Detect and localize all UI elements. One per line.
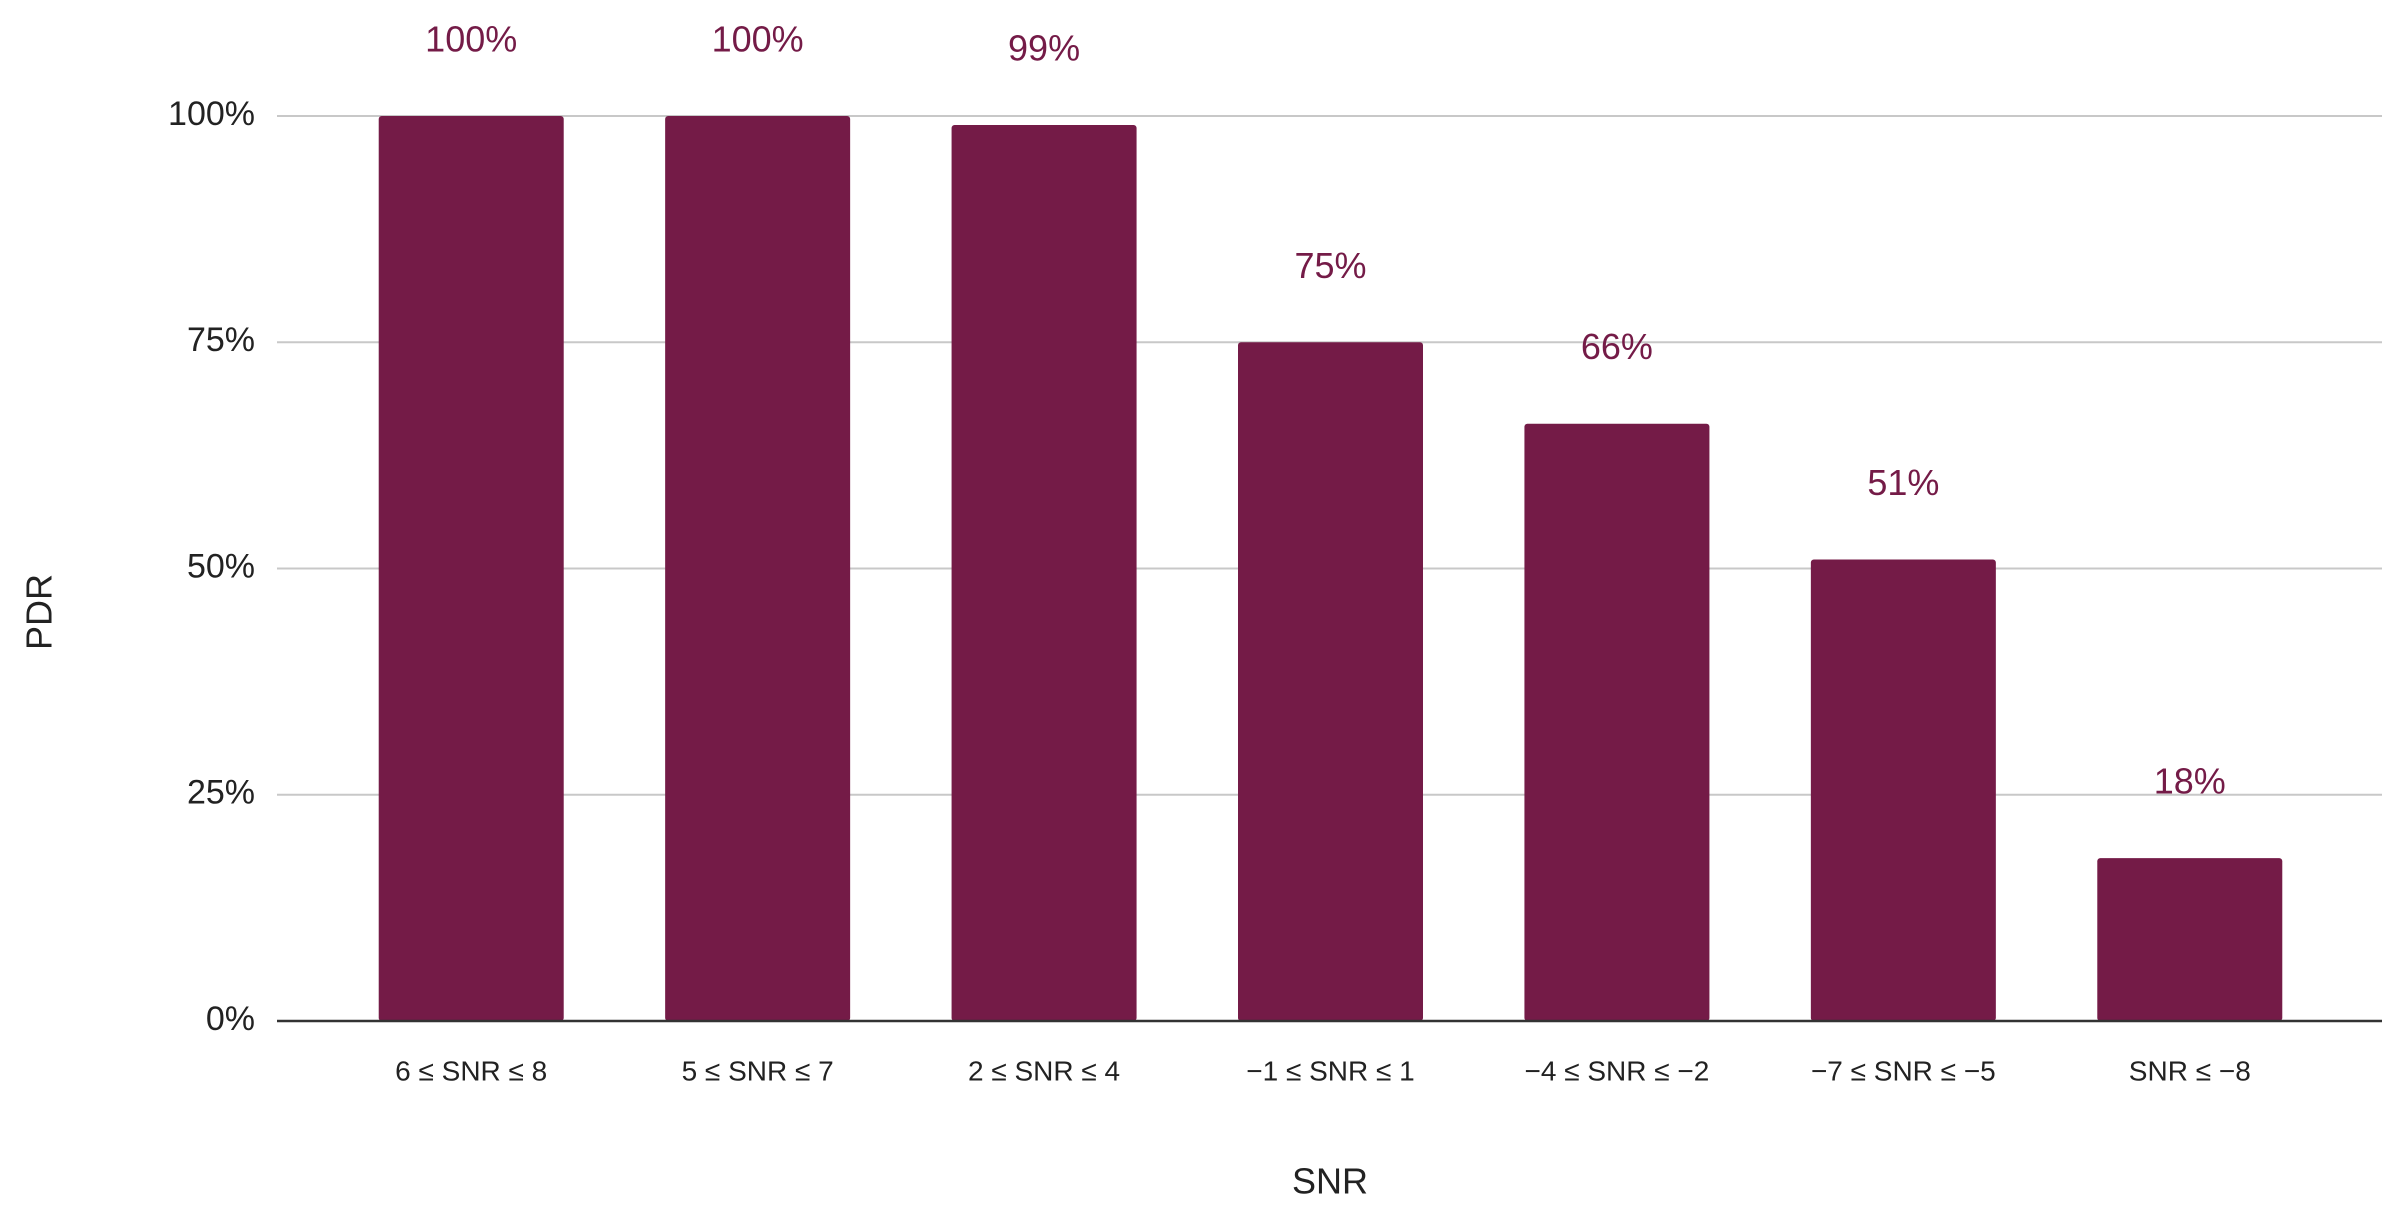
value-label: 18% xyxy=(2154,761,2226,802)
value-label: 66% xyxy=(1581,326,1653,367)
y-tick-label: 25% xyxy=(187,774,255,812)
x-tick-label: 5 ≤ SNR ≤ 7 xyxy=(682,1055,834,1086)
y-tick-label: 75% xyxy=(187,321,255,359)
bar xyxy=(1238,342,1423,1021)
x-axis-title: SNR xyxy=(1292,1161,1368,1202)
x-tick-label: SNR ≤ −8 xyxy=(2129,1055,2251,1086)
x-tick-label: −7 ≤ SNR ≤ −5 xyxy=(1811,1055,1996,1086)
x-tick-label: 6 ≤ SNR ≤ 8 xyxy=(395,1055,547,1086)
value-label: 75% xyxy=(1294,245,1366,286)
bar xyxy=(1810,559,1996,1021)
y-tick-label: 100% xyxy=(168,95,255,133)
x-tick-label: 2 ≤ SNR ≤ 4 xyxy=(968,1055,1120,1086)
value-label: 100% xyxy=(425,19,517,60)
bar xyxy=(378,116,564,1021)
x-tick-label: −4 ≤ SNR ≤ −2 xyxy=(1525,1055,1710,1086)
value-label: 51% xyxy=(1867,462,1939,503)
y-axis-title: PDR xyxy=(19,574,60,650)
bar xyxy=(665,116,851,1021)
value-label: 99% xyxy=(1008,28,1080,69)
bar xyxy=(1524,423,1710,1021)
x-tick-label: −1 ≤ SNR ≤ 1 xyxy=(1246,1055,1414,1086)
y-tick-label: 50% xyxy=(187,547,255,585)
y-tick-label: 0% xyxy=(206,1000,255,1038)
bar xyxy=(951,125,1137,1022)
value-label: 100% xyxy=(712,19,804,60)
bar xyxy=(2097,858,2283,1021)
